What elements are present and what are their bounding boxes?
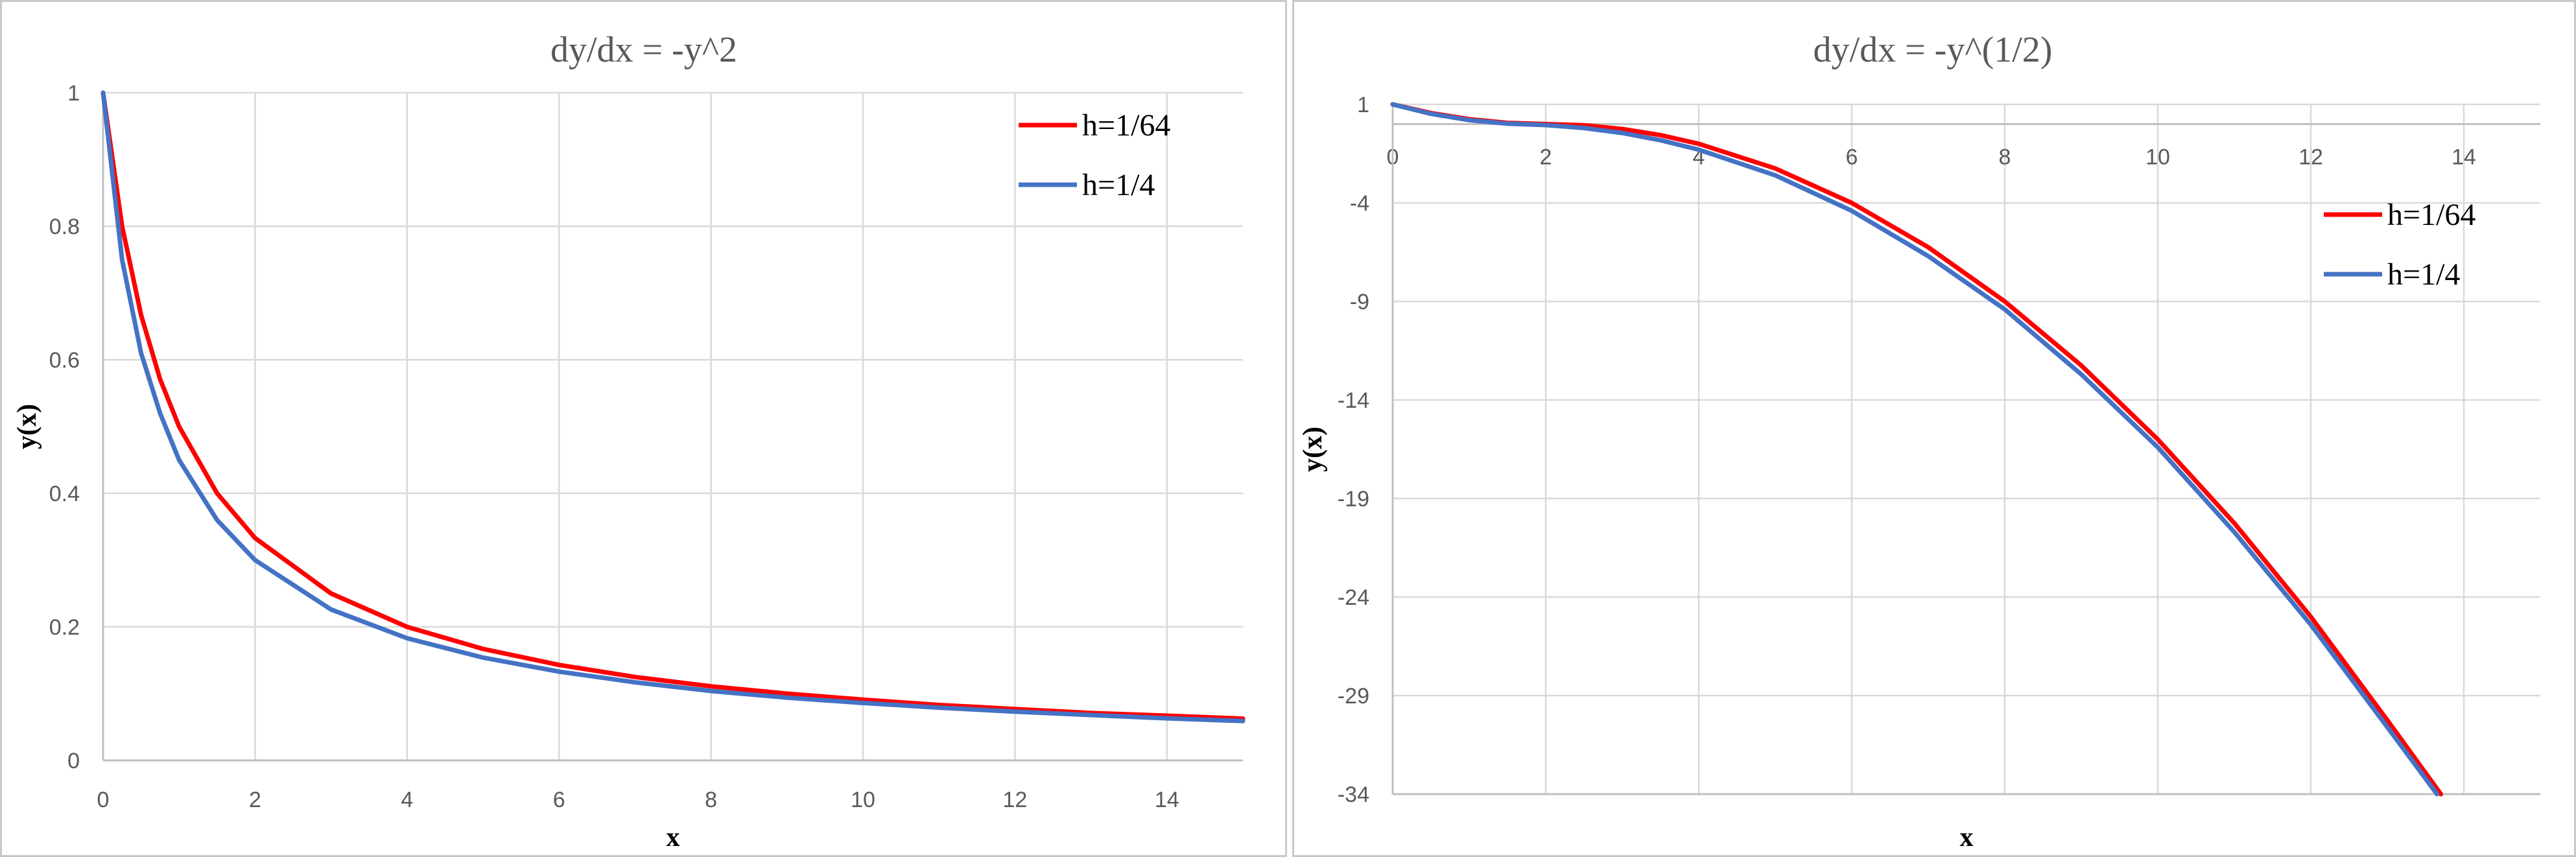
- y-tick-label: 0.8: [49, 215, 80, 239]
- y-tick-label: 0.4: [49, 482, 80, 506]
- x-tick-label: 14: [2452, 145, 2476, 169]
- series-line-0: [1390, 102, 2444, 797]
- x-tick-label: 8: [705, 788, 717, 812]
- series-line-1: [100, 90, 1246, 723]
- y-tick-label: -4: [1350, 191, 1369, 216]
- series-line-1: [1390, 102, 2440, 797]
- chart-panel-right: 1-4-9-14-19-24-29-3402468101214dy/dx = -…: [1292, 0, 2576, 857]
- y-tick-label: -24: [1338, 585, 1369, 610]
- y-tick-label: -29: [1338, 684, 1369, 709]
- legend-label-0: h=1/64: [2387, 198, 2476, 232]
- series-line-0: [100, 90, 1246, 722]
- y-tick-label: 0.2: [49, 615, 80, 640]
- legend-label-1: h=1/4: [1082, 168, 1155, 202]
- chart-title: dy/dx = -y^2: [550, 30, 737, 70]
- y-tick-label: 0: [67, 749, 80, 773]
- x-tick-label: 10: [851, 788, 875, 812]
- y-tick-label: -14: [1338, 388, 1369, 413]
- chart-right: 1-4-9-14-19-24-29-3402468101214dy/dx = -…: [1298, 30, 2540, 852]
- x-axis-label: x: [667, 823, 680, 852]
- x-tick-label: 6: [553, 788, 565, 812]
- x-tick-label: 2: [1540, 145, 1552, 169]
- y-tick-label: 1: [67, 81, 80, 106]
- y-tick-label: -9: [1350, 290, 1369, 314]
- x-tick-label: 12: [2298, 145, 2323, 169]
- legend-label-1: h=1/4: [2387, 257, 2460, 292]
- x-tick-label: 8: [1999, 145, 2011, 169]
- x-tick-label: 6: [1846, 145, 1858, 169]
- y-axis-label: y(x): [1298, 427, 1328, 472]
- x-axis-label: x: [1960, 823, 1974, 852]
- chart-title: dy/dx = -y^(1/2): [1814, 30, 2053, 70]
- y-tick-label: 0.6: [49, 348, 80, 373]
- y-axis-label: y(x): [12, 404, 42, 449]
- x-tick-label: 2: [249, 788, 261, 812]
- x-tick-label: 12: [1002, 788, 1027, 812]
- y-tick-label: 1: [1357, 93, 1369, 117]
- y-tick-label: -19: [1338, 487, 1369, 511]
- x-tick-label: 0: [97, 788, 110, 812]
- x-tick-label: 10: [2145, 145, 2170, 169]
- chart-panel-left: 0 0.2 0.4 0.6 0.8 1 0 2 4 6 8 10 12 14 dy/dx = -y^2 x y(…: [0, 0, 1287, 857]
- legend-label-0: h=1/64: [1082, 108, 1170, 143]
- x-tick-label: 14: [1155, 788, 1179, 812]
- y-tick-label: -34: [1338, 782, 1369, 807]
- x-tick-label: 4: [401, 788, 413, 812]
